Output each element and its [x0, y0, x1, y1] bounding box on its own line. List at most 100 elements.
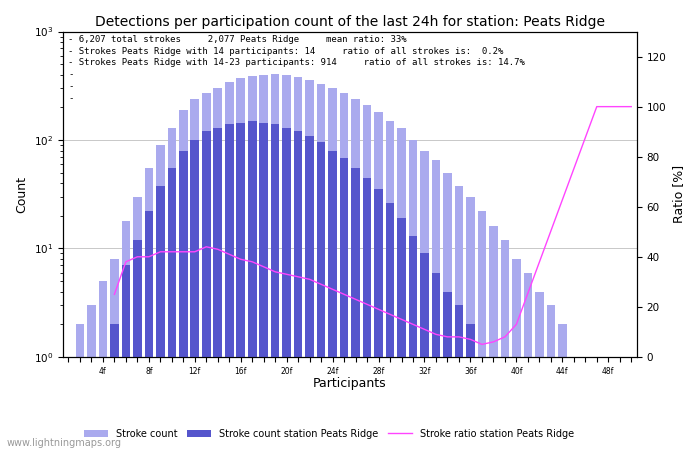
- Line: Stroke ratio station Peats Ridge: Stroke ratio station Peats Ridge: [114, 107, 631, 344]
- Stroke ratio station Peats Ridge: [363, 302, 371, 307]
- Bar: [420, 253, 429, 450]
- Bar: [156, 185, 164, 450]
- Text: - 6,207 total strokes     2,077 Peats Ridge     mean ratio: 33%
- Strokes Peats : - 6,207 total strokes 2,077 Peats Ridge …: [69, 35, 525, 103]
- Bar: [282, 75, 291, 450]
- Y-axis label: Ratio [%]: Ratio [%]: [672, 165, 685, 223]
- Bar: [76, 367, 84, 450]
- Bar: [477, 357, 486, 450]
- Bar: [110, 324, 119, 450]
- Bar: [260, 122, 268, 450]
- Stroke ratio station Peats Ridge: [593, 104, 601, 109]
- Stroke ratio station Peats Ridge: [627, 104, 636, 109]
- Stroke ratio station Peats Ridge: [305, 277, 314, 282]
- Bar: [190, 140, 199, 450]
- Bar: [328, 150, 337, 450]
- Bar: [500, 357, 509, 450]
- Bar: [535, 367, 544, 450]
- Y-axis label: Count: Count: [15, 176, 28, 213]
- Bar: [351, 168, 360, 450]
- Bar: [133, 240, 141, 450]
- Stroke ratio station Peats Ridge: [237, 256, 245, 262]
- Bar: [190, 99, 199, 450]
- Bar: [167, 128, 176, 450]
- Stroke ratio station Peats Ridge: [466, 337, 475, 342]
- Stroke ratio station Peats Ridge: [179, 249, 188, 255]
- Bar: [76, 324, 84, 450]
- Stroke ratio station Peats Ridge: [133, 254, 141, 260]
- Bar: [363, 105, 372, 450]
- Stroke ratio station Peats Ridge: [489, 339, 498, 345]
- Bar: [524, 367, 532, 450]
- Bar: [374, 112, 383, 450]
- Bar: [592, 357, 601, 450]
- Stroke ratio station Peats Ridge: [398, 317, 406, 322]
- Bar: [225, 124, 234, 450]
- Bar: [627, 357, 636, 450]
- Bar: [386, 121, 394, 450]
- Bar: [87, 367, 96, 450]
- Stroke ratio station Peats Ridge: [443, 334, 452, 340]
- Bar: [87, 305, 96, 450]
- Bar: [374, 189, 383, 450]
- Bar: [581, 357, 589, 450]
- Bar: [466, 197, 475, 450]
- Stroke ratio station Peats Ridge: [351, 297, 360, 302]
- Stroke ratio station Peats Ridge: [167, 249, 176, 255]
- Bar: [454, 185, 463, 450]
- Bar: [248, 76, 256, 450]
- Bar: [317, 84, 326, 450]
- Stroke ratio station Peats Ridge: [260, 264, 268, 270]
- Bar: [225, 82, 234, 450]
- Bar: [122, 221, 130, 450]
- Stroke ratio station Peats Ridge: [271, 269, 279, 274]
- Bar: [627, 357, 636, 450]
- Bar: [443, 173, 452, 450]
- Bar: [443, 292, 452, 450]
- Bar: [110, 259, 119, 450]
- Bar: [351, 99, 360, 450]
- Stroke ratio station Peats Ridge: [420, 327, 428, 332]
- Bar: [294, 77, 302, 450]
- Bar: [604, 367, 612, 450]
- Stroke ratio station Peats Ridge: [374, 306, 383, 312]
- Stroke ratio station Peats Ridge: [110, 292, 118, 297]
- Stroke ratio station Peats Ridge: [512, 322, 521, 327]
- Bar: [397, 128, 406, 450]
- Stroke ratio station Peats Ridge: [500, 334, 509, 340]
- Bar: [340, 158, 349, 450]
- Stroke ratio station Peats Ridge: [615, 104, 624, 109]
- Bar: [604, 357, 612, 450]
- Bar: [294, 131, 302, 450]
- Bar: [122, 265, 130, 450]
- Stroke ratio station Peats Ridge: [190, 249, 199, 255]
- Bar: [524, 273, 532, 450]
- Bar: [535, 292, 544, 450]
- Bar: [432, 160, 440, 450]
- Bar: [271, 124, 279, 450]
- Bar: [99, 281, 107, 450]
- Bar: [64, 367, 73, 450]
- Stroke ratio station Peats Ridge: [340, 292, 349, 297]
- Bar: [477, 212, 486, 450]
- Bar: [512, 259, 521, 450]
- Bar: [489, 357, 498, 450]
- Stroke ratio station Peats Ridge: [432, 332, 440, 337]
- Bar: [271, 73, 279, 450]
- Bar: [282, 128, 291, 450]
- Title: Detections per participation count of the last 24h for station: Peats Ridge: Detections per participation count of th…: [94, 15, 605, 29]
- Bar: [237, 122, 245, 450]
- Bar: [547, 305, 555, 450]
- Bar: [570, 357, 578, 450]
- Bar: [570, 367, 578, 450]
- Bar: [202, 131, 211, 450]
- Bar: [512, 357, 521, 450]
- Bar: [237, 78, 245, 450]
- Stroke ratio station Peats Ridge: [214, 247, 222, 252]
- Bar: [615, 357, 624, 450]
- Bar: [420, 150, 429, 450]
- Stroke ratio station Peats Ridge: [225, 252, 233, 257]
- Bar: [179, 150, 188, 450]
- Bar: [214, 128, 222, 450]
- Bar: [305, 135, 314, 450]
- Bar: [317, 142, 326, 450]
